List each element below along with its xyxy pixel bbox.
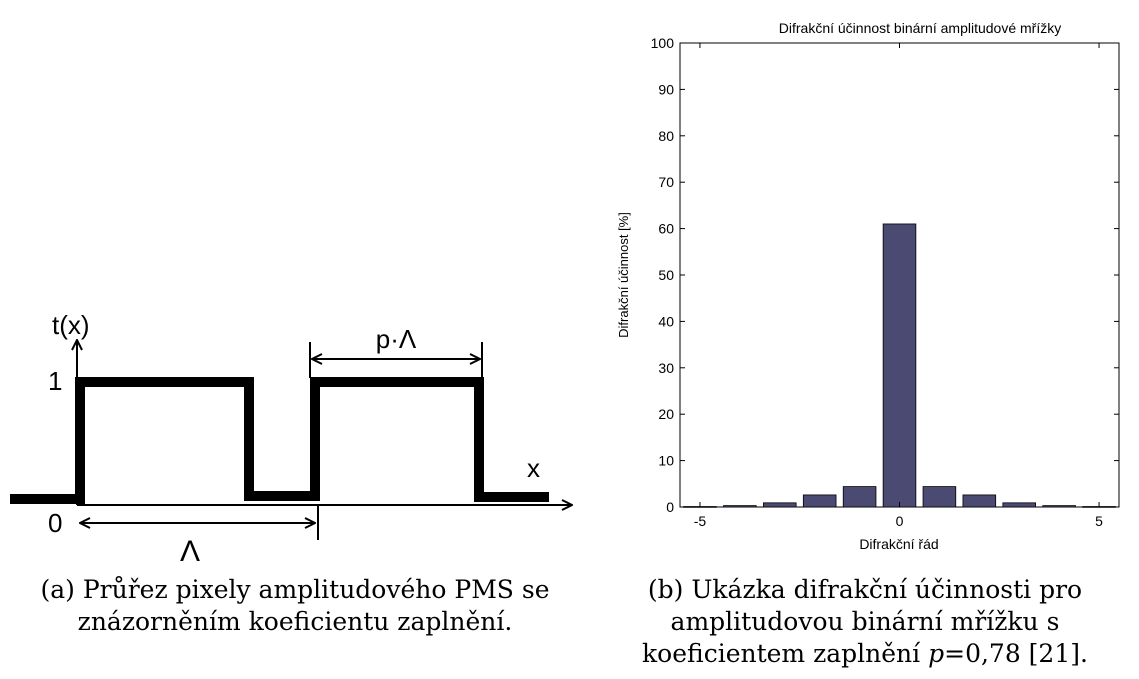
x-tick-label: 5 — [1095, 513, 1103, 529]
bar-order-1 — [922, 486, 957, 508]
caption-b-variable: p — [928, 639, 945, 668]
y-tick-label: 10 — [658, 453, 674, 469]
x-axis-label: x — [527, 453, 540, 483]
caption-b-line-2: amplitudovou binární mřížku s — [670, 607, 1060, 636]
pulse-diagram: t(x) 1 0 x Λ p·Λ — [10, 310, 590, 568]
figure-a: t(x) 1 0 x Λ p·Λ — [10, 310, 590, 568]
y-tick-label: 40 — [658, 313, 674, 329]
y-axis-title: Difrakční účinnost [%] — [616, 212, 631, 338]
bar-order--3 — [763, 502, 797, 508]
level-low-label: 0 — [48, 508, 62, 538]
y-axis-label: t(x) — [52, 310, 90, 340]
y-tick-label: 30 — [658, 360, 674, 376]
y-tick-label: 20 — [658, 406, 674, 422]
bar-order-3 — [1002, 502, 1036, 508]
caption-b: (b) Ukázka difrakční účinnosti pro ampli… — [600, 574, 1130, 670]
bar-order--2 — [802, 494, 837, 508]
bars-group — [683, 223, 1116, 508]
level-high-label: 1 — [48, 366, 62, 396]
figure-b: Difrakční účinnost binární amplitudové m… — [590, 0, 1139, 679]
period-label: Λ — [180, 535, 200, 568]
caption-b-line-3-prefix: koeficientem zaplnění — [642, 639, 929, 668]
x-tick-label: -5 — [694, 513, 707, 529]
y-tick-label: 50 — [658, 267, 674, 283]
y-tick-label: 0 — [666, 499, 674, 515]
fill-label: p·Λ — [376, 324, 417, 354]
caption-b-line-3: koeficientem zaplnění p=0,78 [21]. — [600, 638, 1130, 670]
pulse-signal — [10, 377, 549, 504]
diffraction-efficiency-chart: Difrakční účinnost binární amplitudové m… — [616, 20, 1120, 552]
bar-order--4 — [723, 505, 757, 508]
y-tick-label: 60 — [658, 221, 674, 237]
caption-a-line-2: znázorněním koeficientu zaplnění. — [77, 607, 513, 636]
caption-b-line-3-suffix: =0,78 [21]. — [944, 639, 1088, 668]
chart-title: Difrakční účinnost binární amplitudové m… — [779, 20, 1061, 36]
bar-order-4 — [1042, 505, 1076, 508]
x-tick-label: 0 — [896, 513, 904, 529]
y-tick-label: 100 — [651, 35, 675, 51]
ticks-group: 0 10 20 30 40 50 60 70 80 90 100 -5 0 5 — [651, 35, 1119, 529]
caption-b-line-1: (b) Ukázka difrakční účinnosti pro — [647, 575, 1083, 604]
caption-a: (a) Průřez pixely amplitudového PMS se z… — [10, 574, 580, 638]
y-tick-label: 70 — [658, 174, 674, 190]
bar-order-2 — [962, 494, 997, 508]
x-axis-title: Difrakční řád — [859, 536, 938, 552]
caption-a-line-1: (a) Průřez pixely amplitudového PMS se — [40, 575, 550, 604]
bar-order-0 — [882, 223, 917, 508]
y-tick-label: 90 — [658, 81, 674, 97]
y-tick-label: 80 — [658, 128, 674, 144]
bar-order--1 — [842, 486, 877, 508]
